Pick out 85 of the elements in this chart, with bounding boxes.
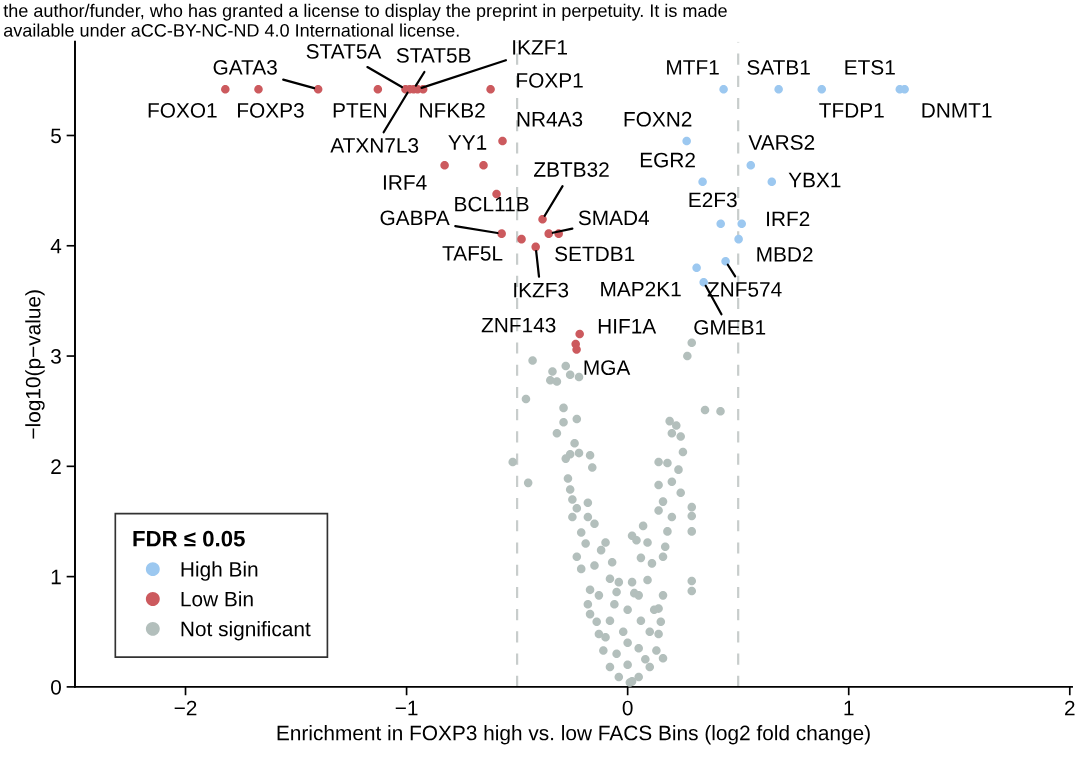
point xyxy=(313,84,323,94)
legend-label: High Bin xyxy=(181,561,258,581)
legend-title: FDR ≤ 0.05 xyxy=(133,530,245,547)
annotation: IRF2 xyxy=(767,211,810,227)
annotation: YY1 xyxy=(448,135,487,150)
text: the author/funder, who has granted a license to display the preprint in perpetuity. It is made xyxy=(3,3,727,21)
x-tick-label: −1 xyxy=(395,700,418,716)
point xyxy=(572,345,581,354)
y-tick-label: 2 xyxy=(51,459,61,474)
annotation: HIF1A xyxy=(598,319,657,334)
x-tick-label: 1 xyxy=(844,700,854,716)
annotation: FOXN2 xyxy=(624,111,692,127)
y-tick-label: 0 xyxy=(51,679,61,695)
annotation: SETDB1 xyxy=(555,246,635,262)
point xyxy=(221,84,230,94)
annotation: GATA3 xyxy=(213,60,277,75)
annotation: MGA xyxy=(584,360,631,376)
point xyxy=(575,329,584,339)
point xyxy=(538,215,547,224)
y-tick-label: 5 xyxy=(51,128,61,144)
point xyxy=(544,229,554,238)
point xyxy=(721,256,730,266)
annotation: MTF1 xyxy=(667,60,719,75)
point xyxy=(699,277,708,287)
point xyxy=(719,84,728,94)
annotation: NR4A3 xyxy=(517,111,583,127)
annotation: FOXO1 xyxy=(148,103,217,118)
x-tick-label: −2 xyxy=(174,700,197,716)
point xyxy=(517,234,526,244)
annotation: NFKB2 xyxy=(420,103,485,118)
annotation: ZBTB32 xyxy=(533,162,609,177)
annotation: STAT5A xyxy=(306,44,382,59)
annotation: SATB1 xyxy=(747,60,810,75)
point xyxy=(531,242,540,252)
point xyxy=(486,84,495,94)
annotation: E2F3 xyxy=(689,192,737,208)
point xyxy=(498,136,507,146)
point xyxy=(774,84,783,94)
annotation: ZNF143 xyxy=(481,317,556,333)
annotation: DNMT1 xyxy=(922,103,992,118)
annotation: SMAD4 xyxy=(578,210,650,226)
point xyxy=(373,84,383,94)
annotation: ATXN7L3 xyxy=(330,138,419,153)
point xyxy=(737,219,746,228)
annotation: MBD2 xyxy=(757,246,813,262)
point xyxy=(479,160,488,170)
annotation: GMEB1 xyxy=(694,320,766,335)
point xyxy=(254,84,263,94)
x-tick-label: 2 xyxy=(1065,700,1075,716)
annotation: TFDP1 xyxy=(819,103,884,118)
point xyxy=(698,177,707,187)
annotation: ETS1 xyxy=(845,60,895,75)
annotation: ZNF574 xyxy=(707,282,782,297)
y-axis-title: −log10(p−value) xyxy=(25,290,45,439)
annotation: IKZF3 xyxy=(514,282,569,298)
annotation: TAF5L xyxy=(442,246,503,261)
y-tick-label: 3 xyxy=(51,349,61,364)
annotation: MAP2K1 xyxy=(601,281,681,297)
x-axis-title: Enrichment in FOXP3 high vs. low FACS Bins (log2 fold change) xyxy=(277,725,870,745)
legend-label: Not significant xyxy=(181,621,311,641)
point xyxy=(746,160,756,170)
annotation: IRF4 xyxy=(383,175,427,190)
legend-label: Low Bin xyxy=(181,591,253,607)
annotation: GABPA xyxy=(380,210,450,226)
annotation: FOXP3 xyxy=(238,103,304,118)
annotation: IKZF1 xyxy=(513,40,567,55)
point xyxy=(497,229,506,238)
y-tick-label: 1 xyxy=(51,569,61,585)
annotation: PTEN xyxy=(333,103,386,118)
annotation: YBX1 xyxy=(788,172,841,188)
point xyxy=(734,234,743,244)
point xyxy=(692,263,701,273)
annotation: FOXP1 xyxy=(517,73,583,88)
point xyxy=(817,84,827,94)
point xyxy=(767,177,777,187)
point xyxy=(440,160,449,170)
y-tick-label: 4 xyxy=(50,238,62,254)
x-tick-label: 0 xyxy=(622,700,633,716)
annotation: STAT5B xyxy=(396,48,471,63)
text: available under aCC-BY-NC-ND 4.0 International license. xyxy=(4,23,459,37)
point xyxy=(716,219,725,228)
annotation: VARS2 xyxy=(748,135,815,150)
point xyxy=(682,136,691,146)
annotation: EGR2 xyxy=(640,152,695,168)
annotation: BCL11B xyxy=(455,196,529,212)
